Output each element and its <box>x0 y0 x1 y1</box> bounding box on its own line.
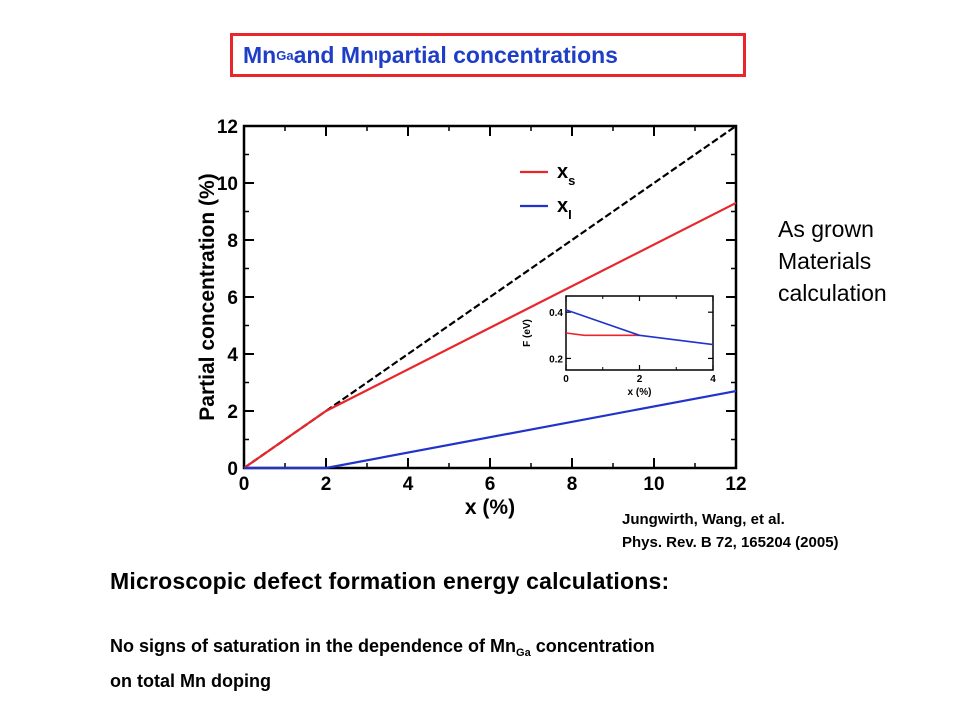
series-line-s <box>243 201 737 469</box>
body-text: No signs of saturation in the dependence… <box>110 632 655 695</box>
citation: Jungwirth, Wang, et al. Phys. Rev. B 72,… <box>622 508 839 554</box>
inset-y-tick-label: 0.2 <box>549 354 563 365</box>
legend-label-I: xI <box>557 195 572 222</box>
title-part3: partial concentrations <box>377 41 618 68</box>
y-tick-label: 12 <box>217 117 238 138</box>
inset-y-tick-label: 0.4 <box>549 308 563 319</box>
inset-x-tick-label: 4 <box>710 374 716 385</box>
x-tick-label: 6 <box>485 474 496 495</box>
inset-x-axis-label: x (%) <box>628 387 652 398</box>
title-sub1: Ga <box>276 47 294 63</box>
title-sub2: I <box>374 47 378 63</box>
section-heading: Microscopic defect formation energy calc… <box>110 568 670 594</box>
x-tick-label: 12 <box>725 474 746 495</box>
y-tick-label: 6 <box>227 288 238 309</box>
body-line1: No signs of saturation in the dependence… <box>110 632 655 667</box>
legend-label-s: xs <box>557 161 575 188</box>
side-note: As grown Materials calculation <box>778 213 887 309</box>
body-line2: on total Mn doping <box>110 671 271 691</box>
x-axis-label: x (%) <box>465 496 515 519</box>
y-tick-label: 4 <box>227 345 238 366</box>
inset-series-line-0 <box>565 332 640 337</box>
x-tick-label: 10 <box>643 474 664 495</box>
slide-title: Mn Ga and Mn I partial concentrations <box>230 33 746 77</box>
inset-frame <box>565 295 714 371</box>
citation-journal: Phys. Rev. B 72, 165204 (2005) <box>622 534 839 551</box>
y-tick-label: 10 <box>217 174 238 195</box>
x-tick-label: 0 <box>239 474 250 495</box>
y-tick-label: 0 <box>227 459 238 480</box>
inset-plot: 0 2 4 0.2 0.4 x (%) F (eV) <box>522 295 716 398</box>
series-line-I <box>244 389 737 470</box>
side-note-line2: Materials <box>778 248 872 274</box>
inset-series-line-1 <box>565 309 714 346</box>
x-tick-label: 8 <box>567 474 578 495</box>
legend: xs xI <box>520 161 575 222</box>
x-tick-label: 2 <box>321 474 332 495</box>
body-part1: No signs of saturation in the dependence… <box>110 636 517 656</box>
x-tick-label: 4 <box>403 474 414 495</box>
legend-label-sub: I <box>568 207 572 222</box>
y-tick-label: 2 <box>227 402 238 423</box>
inset-y-axis-label: F (eV) <box>522 319 533 347</box>
y-tick-label: 8 <box>227 231 238 252</box>
citation-authors: Jungwirth, Wang, et al. <box>622 511 785 528</box>
title-part1: Mn <box>243 41 277 68</box>
inset-x-tick-label: 0 <box>563 374 569 385</box>
main-plot: 0 2 4 6 8 10 12 0 2 4 6 8 10 12 x (%) Partial concentra… <box>196 117 747 519</box>
side-note-line3: calculation <box>778 280 887 306</box>
y-axis-label: Partial concentration (%) <box>196 173 219 420</box>
title-part2: and Mn <box>293 41 375 68</box>
body-part2: concentration <box>530 636 655 656</box>
body-sub: Ga <box>516 647 531 659</box>
side-note-line1: As grown <box>778 216 874 242</box>
legend-label-sub: s <box>568 173 575 188</box>
inset-x-tick-label: 2 <box>637 374 643 385</box>
